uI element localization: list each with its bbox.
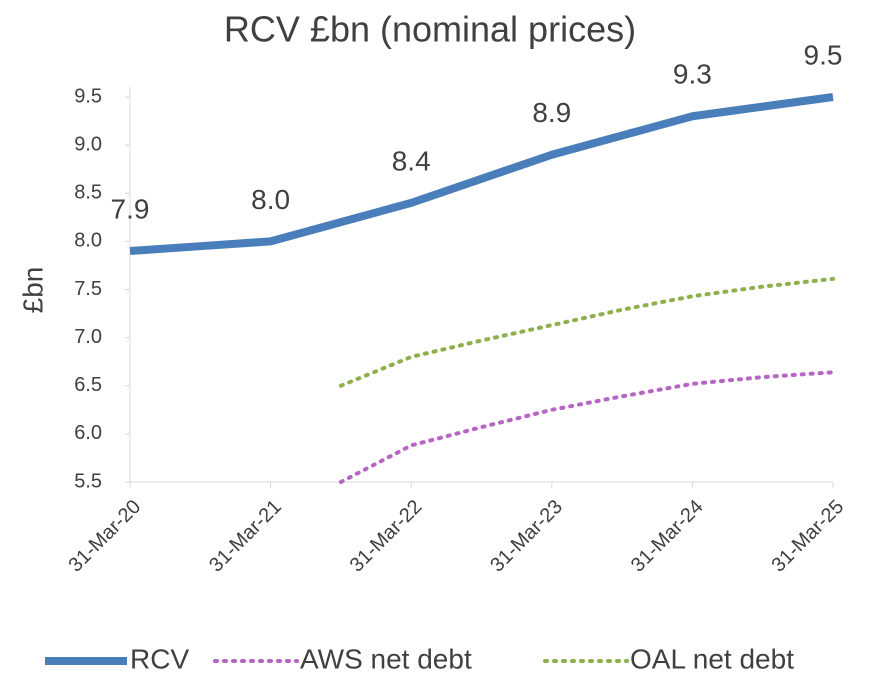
data-label: 8.4 [392,145,431,176]
y-tick-label: 9.0 [74,133,102,155]
x-tick-label: 31-Mar-20 [64,496,145,577]
chart-title: RCV £bn (nominal prices) [224,9,636,50]
legend-label: RCV [130,643,189,674]
y-tick-label: 9.5 [74,85,102,107]
series-line [338,276,835,388]
y-tick-label: 6.5 [74,374,102,396]
legend-label: AWS net debt [300,643,472,674]
y-tick-label: 6.0 [74,422,102,444]
data-label: 9.5 [804,39,843,70]
y-tick-label: 5.5 [74,470,102,492]
legend-label: OAL net debt [630,643,794,674]
y-tick-label: 7.5 [74,278,102,300]
y-axis-label: £bn [17,267,48,314]
series-line [129,93,834,255]
y-tick-label: 7.0 [74,326,102,348]
data-label: 9.3 [673,59,712,90]
x-tick-label: 31-Mar-23 [486,496,567,577]
data-label: 7.9 [111,193,150,224]
x-tick-label: 31-Mar-24 [627,496,708,577]
x-tick-label: 31-Mar-25 [767,496,848,577]
x-tick-label: 31-Mar-21 [205,496,286,577]
x-tick-label: 31-Mar-22 [346,496,427,577]
data-label: 8.0 [251,184,290,215]
y-tick-label: 8.5 [74,182,102,204]
y-tick-label: 8.0 [74,230,102,252]
series-line [338,370,835,484]
data-label: 8.9 [532,97,571,128]
